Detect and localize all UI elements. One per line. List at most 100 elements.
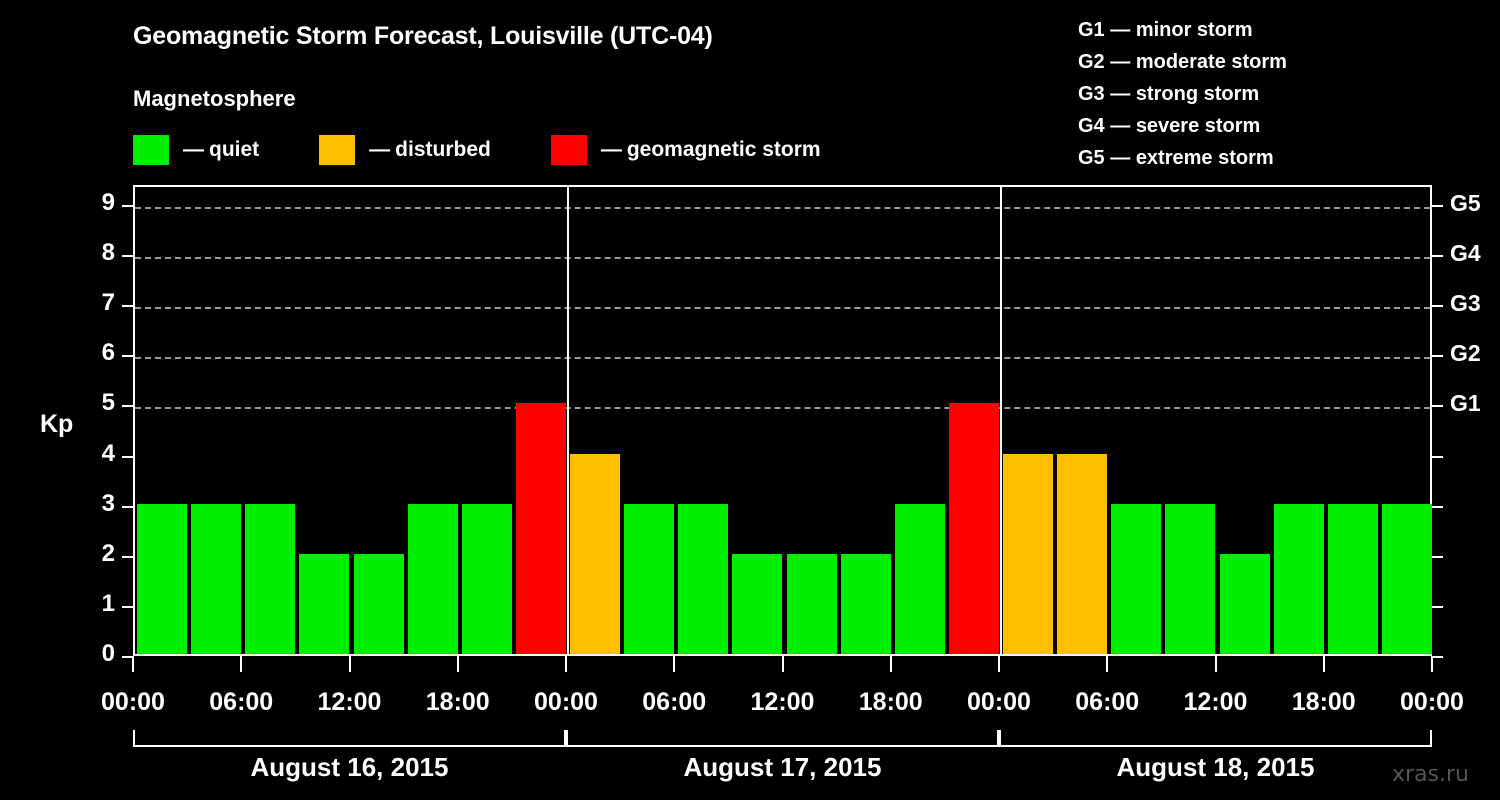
g-scale-tick-g4: G4 <box>1450 240 1481 267</box>
legend-swatch-quiet <box>133 135 169 165</box>
gscale-row-g2: G2 — moderate storm <box>1078 46 1287 78</box>
x-tick-label: 06:00 <box>642 688 707 716</box>
bar[interactable] <box>1003 453 1053 654</box>
bar[interactable] <box>462 503 512 654</box>
y-tick-label-0: 0 <box>101 640 115 667</box>
x-tick <box>998 656 1000 672</box>
y-tick-label-7: 7 <box>101 289 115 317</box>
x-tick-label: 12:00 <box>317 688 382 716</box>
day-bracket-1 <box>133 730 566 747</box>
gscale-row-g1: G1 — minor storm <box>1078 14 1287 46</box>
bar[interactable] <box>1274 503 1324 654</box>
legend-dash: — <box>600 138 622 161</box>
day-divider-1 <box>567 187 569 654</box>
bar[interactable] <box>299 553 349 654</box>
y-tick-right-6 <box>1432 355 1443 358</box>
bar[interactable] <box>516 403 566 654</box>
gscale-dash: — <box>1110 51 1131 73</box>
bar[interactable] <box>245 503 295 654</box>
bar[interactable] <box>191 503 241 654</box>
y-tick-right-3 <box>1432 505 1443 508</box>
x-tick <box>673 656 676 672</box>
x-tick-label: 00:00 <box>967 688 1031 716</box>
x-tick-label: 06:00 <box>209 688 274 716</box>
legend-dash: — <box>183 138 204 161</box>
y-tick-right-9 <box>1432 205 1443 208</box>
x-tick <box>456 656 459 672</box>
bar[interactable] <box>895 503 945 654</box>
gscale-row-g5: G5 — extreme storm <box>1078 142 1287 174</box>
x-tick-label: 06:00 <box>1075 688 1140 716</box>
gridline-kp-8 <box>135 257 1430 260</box>
y-tick-right-1 <box>1432 605 1443 608</box>
y-tick-label-3: 3 <box>101 489 115 517</box>
y-tick-label-4: 4 <box>101 439 115 467</box>
y-tick-8 <box>122 255 133 258</box>
gscale-code-g2: G2 <box>1078 51 1105 73</box>
gridline-kp-9 <box>135 207 1430 210</box>
bar[interactable] <box>354 553 404 654</box>
bar[interactable] <box>841 553 891 654</box>
y-tick-label-6: 6 <box>101 339 115 367</box>
y-tick-6 <box>122 355 133 358</box>
bar[interactable] <box>787 553 837 654</box>
y-tick-1 <box>122 605 133 608</box>
gscale-dash: — <box>1110 115 1131 137</box>
x-tick-label: 00:00 <box>101 688 165 716</box>
legend-dash: — <box>369 138 391 161</box>
y-tick-7 <box>122 305 133 308</box>
gscale-code-g4: G4 <box>1078 115 1105 137</box>
bar[interactable] <box>624 503 674 654</box>
y-tick-right-0 <box>1432 656 1443 658</box>
x-tick-label: 18:00 <box>425 688 490 716</box>
day-bracket-2 <box>566 730 999 747</box>
gscale-desc-g2: moderate storm <box>1135 51 1287 73</box>
bar[interactable] <box>1111 503 1161 654</box>
gscale-code-g5: G5 <box>1078 147 1105 169</box>
page-title: Geomagnetic Storm Forecast, Louisville (… <box>133 22 713 50</box>
x-tick-label: 18:00 <box>858 688 923 716</box>
bar[interactable] <box>1220 553 1270 654</box>
g-scale-tick-g5: G5 <box>1450 190 1481 217</box>
gridline-kp-6 <box>135 357 1430 360</box>
gscale-dash: — <box>1110 147 1131 169</box>
legend-label-geomagnetic-storm: geomagnetic storm <box>626 138 821 161</box>
gridline-kp-7 <box>135 307 1430 310</box>
x-tick <box>1214 656 1217 672</box>
bar[interactable] <box>732 553 782 654</box>
gscale-row-g4: G4 — severe storm <box>1078 110 1287 142</box>
plot-inner <box>135 187 1432 654</box>
gscale-desc-g4: severe storm <box>1135 115 1261 137</box>
bar[interactable] <box>1382 503 1432 654</box>
y-tick-label-8: 8 <box>101 239 115 267</box>
bar[interactable] <box>570 453 620 654</box>
watermark: xras.ru <box>1392 762 1469 787</box>
x-tick-label: 12:00 <box>750 688 815 716</box>
bar[interactable] <box>137 503 187 654</box>
bar[interactable] <box>1165 503 1215 654</box>
gscale-dash: — <box>1110 83 1131 105</box>
x-tick <box>1106 656 1109 672</box>
y-tick-label-5: 5 <box>101 389 115 417</box>
x-tick <box>240 656 243 672</box>
y-tick-4 <box>122 455 133 458</box>
y-tick-right-7 <box>1432 305 1443 308</box>
y-tick-right-5 <box>1432 405 1443 408</box>
bar[interactable] <box>678 503 728 654</box>
bar[interactable] <box>949 403 999 654</box>
legend-swatch-disturbed <box>319 135 356 165</box>
bar[interactable] <box>408 503 458 654</box>
x-tick <box>132 656 134 672</box>
gscale-key: G1 — minor storm G2 — moderate storm G3 … <box>1078 14 1287 174</box>
gscale-dash: — <box>1110 19 1131 41</box>
day-bracket-3 <box>999 730 1432 747</box>
bar[interactable] <box>1328 503 1378 654</box>
y-tick-label-9: 9 <box>101 189 115 217</box>
y-tick-right-2 <box>1432 555 1443 558</box>
bar[interactable] <box>1057 453 1107 654</box>
y-tick-2 <box>122 555 133 558</box>
x-tick-label: 18:00 <box>1291 688 1356 716</box>
y-tick-0 <box>122 656 133 658</box>
x-tick-label: 12:00 <box>1183 688 1248 716</box>
x-tick <box>348 656 351 672</box>
